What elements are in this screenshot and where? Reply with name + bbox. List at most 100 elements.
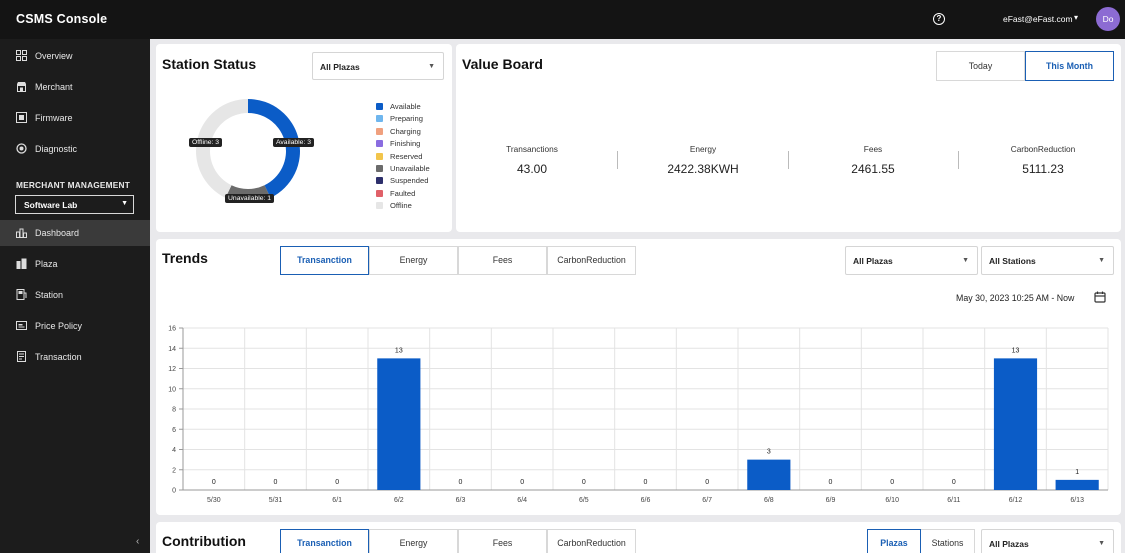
tab-transaction[interactable]: Transanction	[280, 246, 369, 275]
donut-slice-offline[interactable]	[196, 99, 248, 198]
station-status-donut	[196, 99, 300, 203]
sidebar-item-label: Merchant	[35, 82, 73, 92]
x-tick-label: 6/2	[394, 497, 404, 504]
contribution-tab-energy[interactable]: Energy	[369, 529, 458, 553]
avatar[interactable]: Do	[1096, 7, 1120, 31]
legend-swatch	[376, 165, 383, 172]
sidebar-item-plaza[interactable]: Plaza	[0, 251, 150, 277]
metric-label-energy: Energy	[689, 144, 717, 154]
legend-label: Faulted	[390, 188, 416, 198]
chevron-down-icon: ▼	[1098, 257, 1105, 264]
x-tick-label: 6/4	[517, 497, 527, 504]
data-label: 0	[582, 479, 586, 486]
user-menu-caret-icon[interactable]: ▾	[1074, 13, 1079, 22]
sidebar-item-label: Transaction	[35, 352, 82, 362]
user-email[interactable]: eFast@eFast.com	[1003, 14, 1073, 24]
legend-label: Available	[390, 102, 421, 111]
legend-swatch	[376, 202, 383, 210]
contribution-tab-fees[interactable]: Fees	[458, 529, 547, 553]
station-status-plaza-select[interactable]: All Plazas ▼	[312, 52, 444, 80]
sidebar-item-firmware[interactable]: Firmware	[0, 105, 150, 131]
stations-toggle[interactable]: Stations	[921, 529, 975, 553]
donut-tag-unavailable: Unavailable: 1	[225, 194, 275, 203]
bar-6/2	[377, 358, 421, 490]
legend-swatch	[376, 177, 383, 185]
y-tick-label: 14	[168, 346, 176, 353]
y-tick-label: 0	[172, 488, 176, 495]
sidebar-item-transaction[interactable]: Transaction	[0, 344, 150, 370]
x-tick-label: 6/6	[641, 497, 651, 504]
tab-carbon-reduction[interactable]: CarbonReduction	[547, 246, 636, 275]
section-title-merchant-management: MERCHANT MANAGEMENT	[16, 180, 130, 190]
y-tick-label: 12	[168, 366, 176, 373]
x-tick-label: 6/11	[947, 497, 960, 504]
sidebar-item-label: Plaza	[35, 259, 58, 269]
data-label: 0	[890, 479, 894, 486]
sidebar-item-merchant[interactable]: Merchant	[0, 74, 150, 100]
y-tick-label: 16	[168, 326, 176, 333]
metric-divider	[788, 151, 789, 169]
sidebar-item-dashboard[interactable]: Dashboard	[0, 220, 150, 246]
data-label: 0	[274, 479, 278, 486]
collapse-sidebar-icon[interactable]: ‹	[136, 536, 140, 547]
help-icon[interactable]: ?	[933, 13, 945, 25]
chevron-down-icon: ▼	[121, 200, 128, 207]
station-status-title: Station Status	[162, 56, 257, 72]
data-label: 1	[1075, 469, 1079, 476]
trends-card	[156, 239, 1121, 515]
x-tick-label: 6/7	[702, 497, 712, 504]
merchant-select[interactable]: Software Lab ▼	[15, 195, 134, 214]
data-label: 3	[767, 449, 771, 456]
chevron-down-icon: ▼	[428, 63, 435, 70]
contribution-plaza-select[interactable]: All Plazas ▼	[981, 529, 1114, 553]
app-title: CSMS Console	[16, 12, 108, 26]
data-label: 0	[705, 479, 709, 486]
legend-swatch	[376, 152, 383, 160]
donut-tag-available: Available: 3	[273, 138, 315, 147]
select-value: All Stations	[989, 256, 1036, 266]
sidebar-item-label: Overview	[35, 51, 73, 61]
date-range[interactable]: May 30, 2023 10:25 AM - Now	[956, 293, 1075, 303]
legend-label: Unavailable	[390, 164, 430, 173]
tab-energy[interactable]: Energy	[369, 246, 458, 275]
sidebar-item-label: Firmware	[35, 113, 73, 123]
x-tick-label: 6/12	[1009, 497, 1023, 504]
transaction-icon	[17, 351, 26, 362]
tab-fees[interactable]: Fees	[458, 246, 547, 275]
donut-slice-available[interactable]	[248, 99, 300, 198]
chevron-down-icon: ▼	[1098, 540, 1105, 547]
today-toggle[interactable]: Today	[936, 51, 1025, 81]
x-tick-label: 6/13	[1070, 497, 1084, 504]
data-label: 0	[212, 479, 216, 486]
plazas-toggle[interactable]: Plazas	[867, 529, 921, 553]
price-policy-icon	[16, 321, 27, 330]
dashboard-icon	[16, 228, 27, 238]
sidebar-item-diagnostic[interactable]: Diagnostic	[0, 136, 150, 162]
sidebar-item-label: Diagnostic	[35, 144, 78, 154]
sidebar-item-station[interactable]: Station	[0, 282, 150, 308]
contribution-tab-carbon-reduction[interactable]: CarbonReduction	[547, 529, 636, 553]
contribution-tab-transaction[interactable]: Transanction	[280, 529, 369, 553]
x-tick-label: 6/8	[764, 497, 774, 504]
sidebar-item-overview[interactable]: Overview	[0, 43, 150, 69]
legend-label: Suspended	[390, 176, 429, 186]
sidebar-item-price-policy[interactable]: Price Policy	[0, 313, 150, 339]
chevron-down-icon: ▼	[962, 257, 969, 264]
legend-swatch	[376, 127, 383, 135]
sidebar-item-label: Price Policy	[35, 321, 83, 331]
legend-swatch	[376, 115, 383, 123]
bar-6/8	[747, 459, 791, 490]
calendar-icon[interactable]	[1094, 291, 1106, 303]
data-label: 0	[952, 479, 956, 486]
select-value: All Plazas	[989, 539, 1029, 549]
legend-label: Preparing	[390, 114, 423, 124]
metric-label-transactions: Transanctions	[506, 144, 558, 154]
select-value: All Plazas	[320, 62, 360, 72]
contribution-title: Contribution	[162, 533, 246, 549]
data-label: 13	[395, 347, 403, 354]
trends-plaza-select[interactable]: All Plazas ▼	[845, 246, 978, 275]
trends-station-select[interactable]: All Stations ▼	[981, 246, 1114, 275]
data-label: 0	[829, 479, 833, 486]
this-month-toggle[interactable]: This Month	[1025, 51, 1114, 81]
legend-swatch	[376, 103, 383, 110]
